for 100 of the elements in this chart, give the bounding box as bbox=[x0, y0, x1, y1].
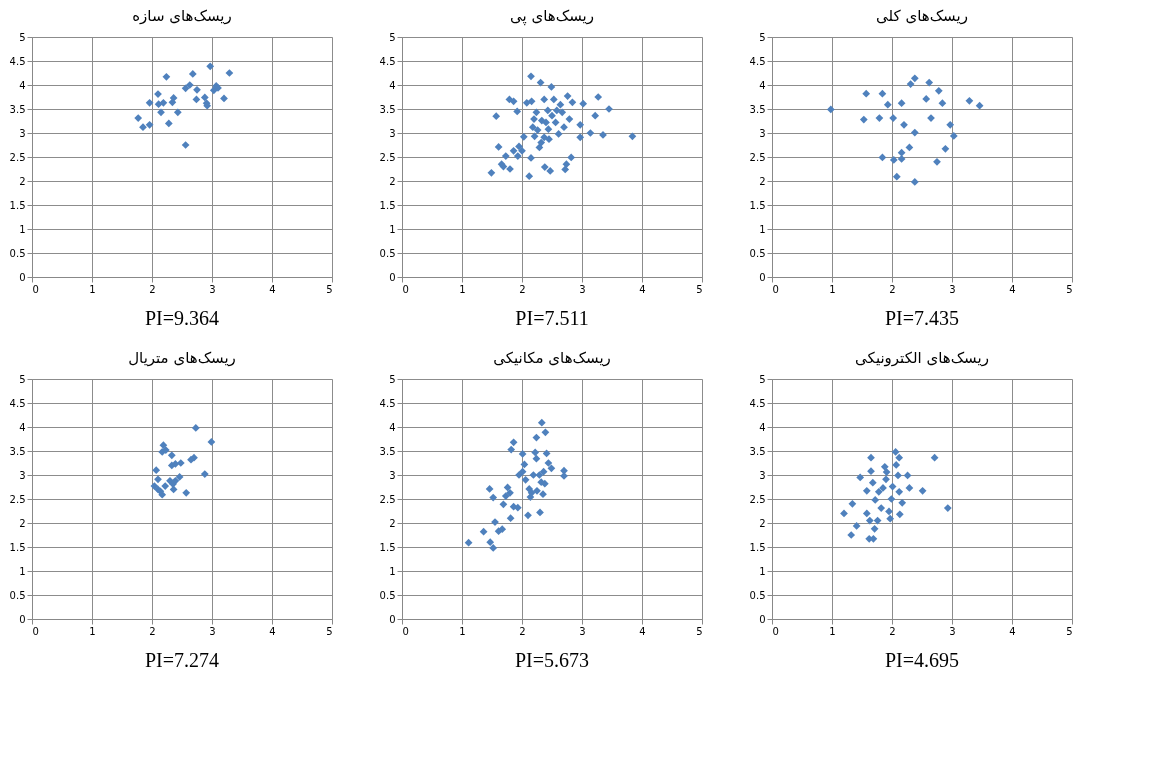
point bbox=[206, 62, 215, 71]
point bbox=[541, 428, 550, 437]
point bbox=[200, 93, 209, 102]
point bbox=[464, 538, 473, 547]
x-tick-label: 0 bbox=[32, 625, 39, 637]
point bbox=[479, 527, 488, 536]
point bbox=[878, 153, 887, 162]
point bbox=[885, 507, 893, 516]
x-tick-label: 4 bbox=[1009, 625, 1016, 637]
point bbox=[200, 470, 209, 478]
point bbox=[207, 438, 216, 446]
point bbox=[503, 483, 512, 492]
point bbox=[188, 70, 197, 78]
y-tick-label: 3.5 bbox=[749, 103, 766, 115]
point bbox=[521, 475, 530, 484]
x-tick-label: 2 bbox=[889, 625, 896, 637]
point bbox=[903, 471, 912, 480]
point bbox=[535, 471, 544, 479]
point bbox=[848, 499, 857, 508]
point bbox=[905, 484, 914, 492]
point bbox=[949, 132, 958, 140]
text: PI=7.511 bbox=[515, 307, 589, 329]
y-tick-label: 0.5 bbox=[379, 589, 396, 601]
point bbox=[539, 490, 547, 499]
point bbox=[938, 99, 947, 108]
x-tick-label: 2 bbox=[889, 283, 896, 295]
y-tick-label: 2.5 bbox=[379, 151, 396, 163]
point bbox=[499, 500, 508, 509]
point bbox=[895, 453, 904, 462]
point bbox=[175, 473, 184, 481]
point bbox=[875, 114, 884, 122]
point bbox=[925, 78, 934, 87]
x-tick-label: 3 bbox=[579, 283, 586, 295]
y-tick-label: 3 bbox=[759, 469, 766, 481]
y-tick-label: 4 bbox=[759, 79, 766, 91]
point bbox=[943, 504, 952, 512]
x-tick-label: 3 bbox=[209, 625, 216, 637]
x-tick-label: 1 bbox=[829, 283, 836, 295]
x-tick-label: 5 bbox=[1066, 625, 1073, 637]
text: PI=9.364 bbox=[144, 307, 220, 329]
point bbox=[910, 128, 919, 137]
y-tick-label: 3.5 bbox=[9, 103, 26, 115]
point bbox=[560, 466, 568, 475]
point bbox=[533, 486, 541, 495]
point bbox=[856, 473, 865, 482]
point bbox=[506, 514, 515, 523]
point bbox=[150, 482, 159, 490]
point bbox=[877, 504, 886, 512]
point bbox=[542, 449, 551, 458]
y-tick-label: 0 bbox=[19, 613, 26, 625]
point bbox=[922, 95, 931, 103]
x-tick-label: 3 bbox=[949, 283, 956, 295]
point bbox=[527, 488, 536, 497]
point bbox=[182, 488, 191, 497]
y-tick-label: 5 bbox=[19, 373, 26, 385]
point bbox=[167, 451, 176, 460]
y-tick-label: 0.5 bbox=[379, 247, 396, 259]
x-tick-label: 5 bbox=[1066, 283, 1073, 295]
point bbox=[930, 453, 939, 462]
point bbox=[910, 74, 919, 83]
text: PI=7.274 bbox=[144, 649, 220, 671]
y-tick-label: 5 bbox=[759, 31, 766, 43]
point bbox=[895, 510, 904, 519]
y-tick-label: 4.5 bbox=[379, 397, 396, 409]
y-tick-label: 3 bbox=[389, 127, 396, 139]
chart-title: ریسک‌های مکانیکی bbox=[493, 349, 611, 367]
point bbox=[157, 108, 165, 117]
text: PI=7.435 bbox=[884, 307, 960, 329]
x-tick-label: 2 bbox=[519, 283, 526, 295]
x-tick-label: 5 bbox=[326, 625, 333, 637]
point bbox=[536, 508, 544, 517]
point bbox=[882, 475, 890, 484]
point bbox=[897, 99, 906, 108]
x-tick-label: 4 bbox=[639, 625, 646, 637]
point bbox=[529, 471, 538, 479]
point bbox=[159, 98, 168, 107]
point bbox=[965, 96, 974, 105]
point bbox=[145, 98, 154, 107]
point bbox=[509, 438, 518, 447]
point bbox=[539, 467, 548, 476]
y-tick-label: 4.5 bbox=[9, 397, 26, 409]
point bbox=[489, 544, 498, 552]
point bbox=[506, 488, 514, 497]
point bbox=[870, 524, 879, 533]
y-tick-label: 4.5 bbox=[379, 55, 396, 67]
x-tick-label: 3 bbox=[209, 283, 216, 295]
point bbox=[852, 522, 861, 530]
y-tick-label: 2 bbox=[19, 517, 26, 529]
y-tick-label: 5 bbox=[389, 31, 396, 43]
text: PI=4.695 bbox=[884, 649, 960, 671]
point bbox=[895, 487, 904, 496]
y-tick-label: 1 bbox=[759, 223, 766, 235]
y-tick-label: 2.5 bbox=[9, 493, 26, 505]
chart-title: ریسک‌های الکترونیکی bbox=[855, 349, 989, 367]
y-tick-label: 2.5 bbox=[9, 151, 26, 163]
point bbox=[862, 89, 871, 98]
point bbox=[192, 95, 201, 104]
x-tick-label: 0 bbox=[772, 625, 779, 637]
point bbox=[867, 467, 875, 476]
point bbox=[531, 448, 540, 457]
